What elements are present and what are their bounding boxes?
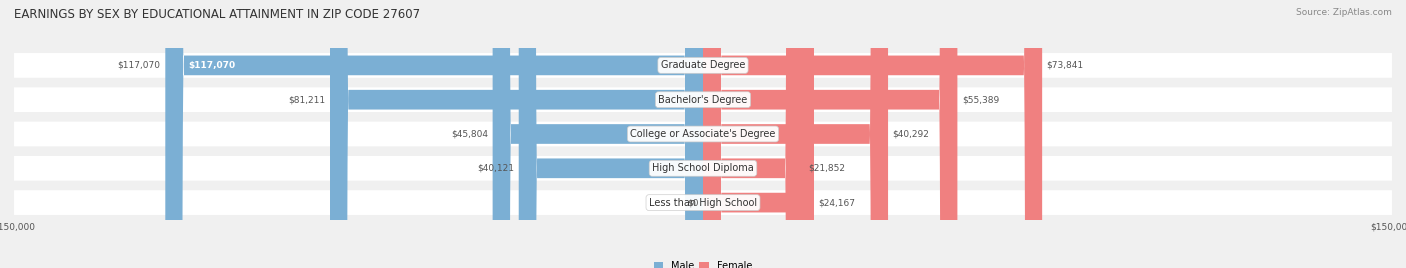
Text: $81,211: $81,211 [288, 95, 325, 104]
FancyBboxPatch shape [492, 0, 703, 268]
Legend: Male, Female: Male, Female [650, 257, 756, 268]
FancyBboxPatch shape [14, 190, 1392, 215]
Text: $21,852: $21,852 [808, 164, 845, 173]
Text: $55,389: $55,389 [962, 95, 1000, 104]
Text: $0: $0 [688, 198, 699, 207]
Text: High School Diploma: High School Diploma [652, 163, 754, 173]
FancyBboxPatch shape [703, 0, 814, 268]
FancyBboxPatch shape [703, 0, 889, 268]
FancyBboxPatch shape [14, 156, 1392, 181]
Text: Less than High School: Less than High School [650, 198, 756, 208]
FancyBboxPatch shape [14, 87, 1392, 112]
Text: $117,070: $117,070 [118, 61, 160, 70]
Text: $40,292: $40,292 [893, 129, 929, 139]
Text: $117,070: $117,070 [188, 61, 235, 70]
Text: Graduate Degree: Graduate Degree [661, 60, 745, 70]
Text: Bachelor's Degree: Bachelor's Degree [658, 95, 748, 105]
FancyBboxPatch shape [703, 0, 957, 268]
Text: $73,841: $73,841 [1046, 61, 1084, 70]
Text: College or Associate's Degree: College or Associate's Degree [630, 129, 776, 139]
FancyBboxPatch shape [330, 0, 703, 268]
Text: EARNINGS BY SEX BY EDUCATIONAL ATTAINMENT IN ZIP CODE 27607: EARNINGS BY SEX BY EDUCATIONAL ATTAINMEN… [14, 8, 420, 21]
Text: $40,121: $40,121 [477, 164, 515, 173]
FancyBboxPatch shape [166, 0, 703, 268]
FancyBboxPatch shape [703, 0, 803, 268]
Text: Source: ZipAtlas.com: Source: ZipAtlas.com [1296, 8, 1392, 17]
Text: $45,804: $45,804 [451, 129, 488, 139]
FancyBboxPatch shape [703, 0, 1042, 268]
FancyBboxPatch shape [14, 53, 1392, 78]
FancyBboxPatch shape [14, 122, 1392, 146]
FancyBboxPatch shape [519, 0, 703, 268]
Text: $24,167: $24,167 [818, 198, 856, 207]
